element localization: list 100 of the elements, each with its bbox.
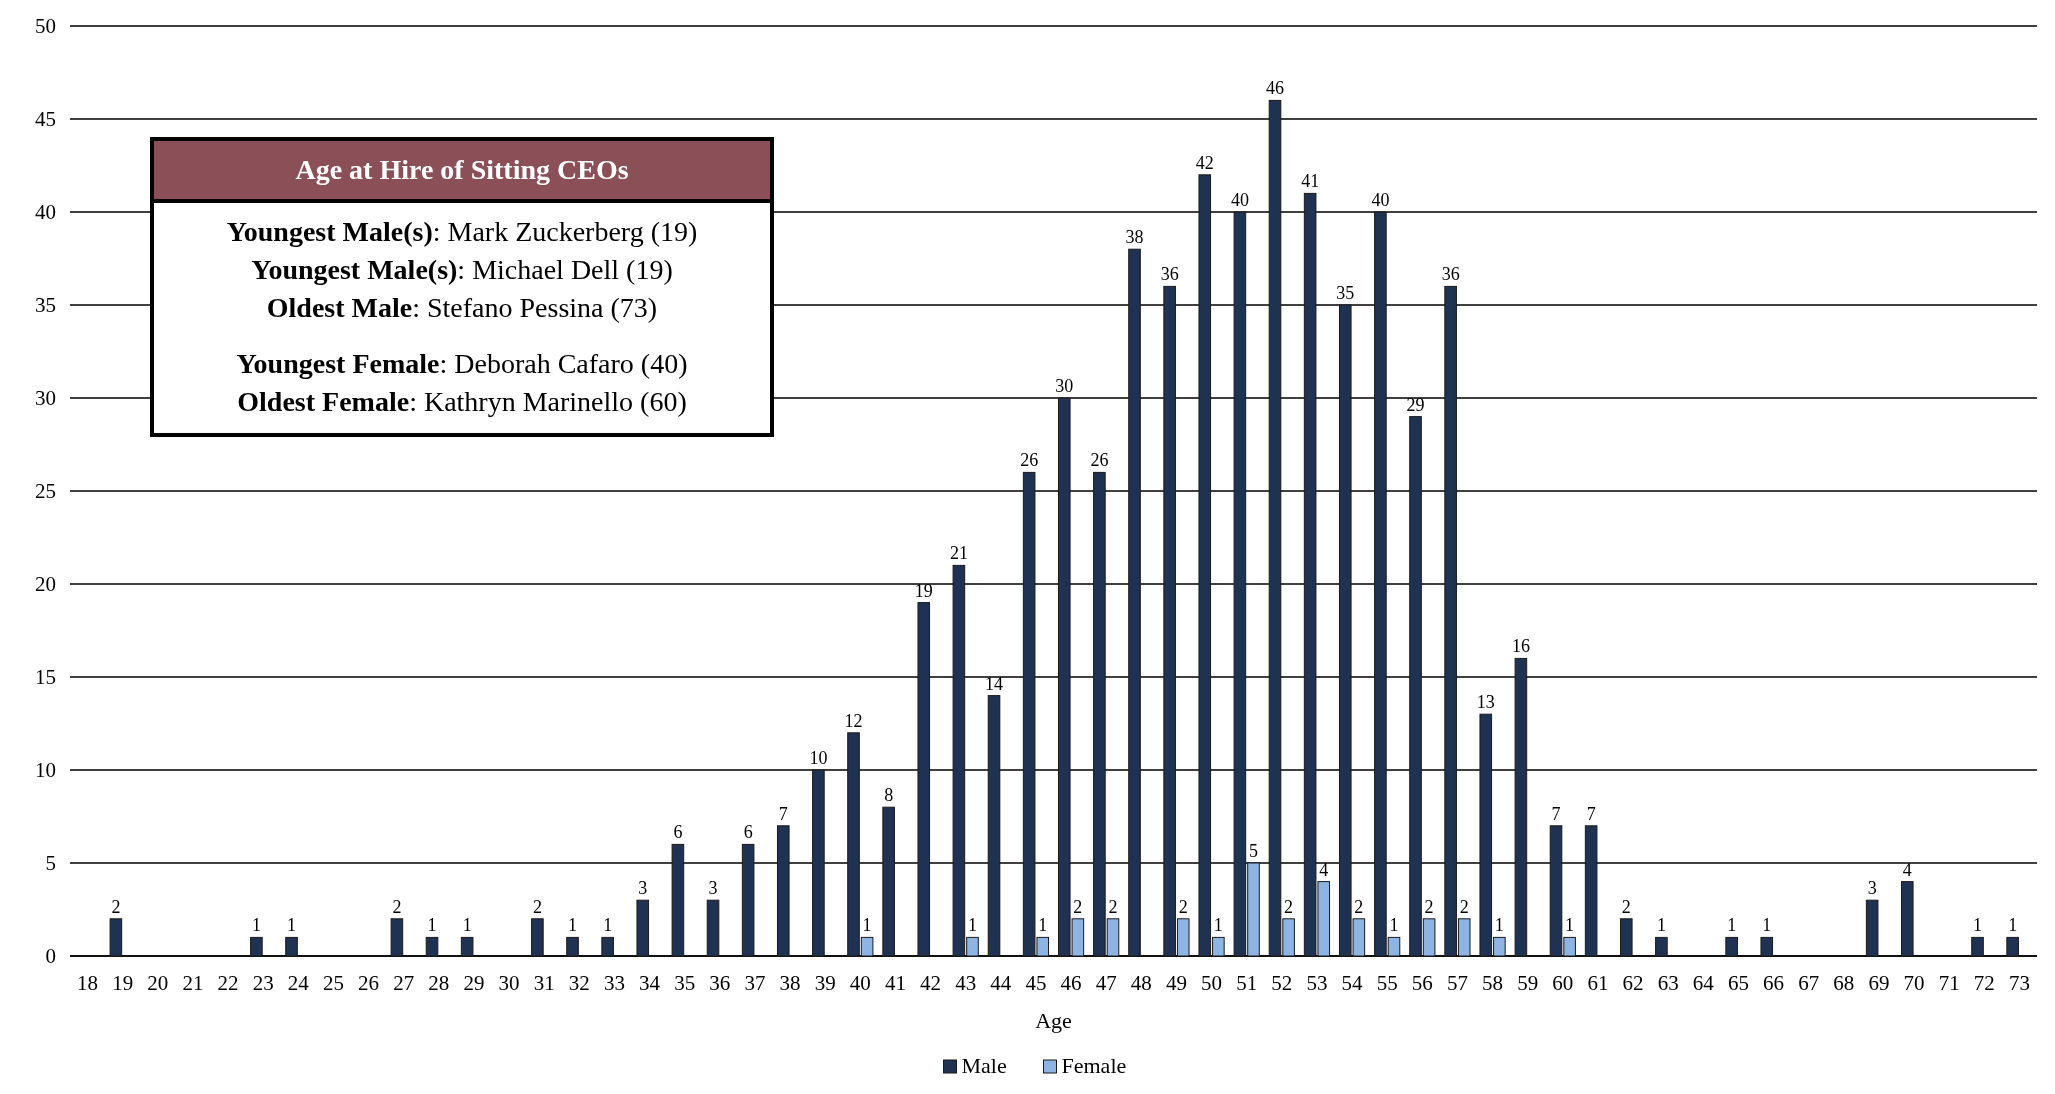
bar [671,843,685,957]
x-tick-label: 37 [744,971,766,995]
x-tick-label: 54 [1341,971,1364,995]
data-label: 1 [1973,915,1983,936]
data-label: 2 [1108,896,1118,917]
x-tick-label: 26 [358,971,380,995]
x-tick-label: 55 [1376,971,1398,995]
data-label: 1 [1656,915,1666,936]
x-tick-label: 19 [112,971,134,995]
data-label: 6 [673,822,683,843]
x-tick-label: 52 [1271,971,1293,995]
x-tick-label: 60 [1552,971,1574,995]
x-tick-label: 46 [1060,971,1082,995]
data-label: 1 [287,915,297,936]
y-tick-label: 25 [35,479,56,504]
data-label: 14 [985,673,1004,694]
annotation: Oldest Male: Stefano Pessina (73) [266,292,658,323]
bar [1760,936,1774,957]
x-tick-label: 63 [1657,971,1679,995]
x-tick-label: 41 [884,971,906,995]
x-tick-label: 73 [2008,971,2030,995]
bar [250,936,263,957]
x-tick-label: 58 [1482,971,1504,995]
data-label: 6 [743,822,753,843]
x-tick-label: 49 [1165,971,1187,995]
data-label: 2 [392,896,402,917]
data-label: 29 [1406,394,1425,415]
data-label: 8 [884,785,894,806]
x-tick-label: 18 [77,971,99,995]
bar [636,899,650,957]
annotation: Youngest Male(s): Michael Dell (19) [251,254,673,285]
data-label: 41 [1301,171,1320,192]
data-label: 38 [1125,227,1144,248]
x-tick-label: 65 [1727,971,1749,995]
y-tick-label: 20 [35,572,56,597]
x-tick-label: 35 [674,971,696,995]
data-label: 35 [1336,283,1355,303]
data-label: 1 [1494,915,1504,936]
data-label: 36 [1160,264,1179,285]
bar [601,936,614,957]
x-tick-label: 53 [1306,971,1328,995]
data-label: 1 [1727,915,1737,936]
data-label: 1 [251,915,261,936]
x-tick-label: 36 [709,971,731,995]
text: Age at Hire of Sitting CEOs [295,154,629,185]
bar [1128,248,1141,957]
x-tick-label: 28 [428,971,450,995]
bar [987,695,1001,957]
bar [1900,881,1914,957]
x-tick-label: 33 [603,971,625,995]
y-tick-label: 45 [35,107,56,132]
data-label: 2 [1284,896,1294,917]
x-tick-label: 61 [1587,971,1609,995]
data-label: 40 [1230,190,1249,210]
y-tick-label: 15 [35,665,56,690]
data-label: 1 [862,915,872,936]
x-tick-label: 51 [1236,971,1258,995]
data-label: 1 [1762,915,1772,936]
legend-label: Male [961,1053,1007,1078]
x-tick-label: 31 [533,971,555,995]
bar [1725,936,1738,957]
bar [1865,899,1879,957]
x-tick-label: 72 [1973,971,1995,995]
bar [390,918,404,957]
bar [285,936,298,957]
x-tick-label: 50 [1201,971,1223,995]
data-label: 2 [532,896,542,917]
bar [1514,657,1528,957]
bar [460,936,474,957]
bar [882,806,895,957]
x-tick-label: 22 [217,971,239,995]
data-label: 13 [1476,692,1495,713]
data-label: 2 [1178,896,1188,917]
x-tick-label: 40 [849,971,871,995]
data-label: 1 [603,915,613,936]
annotation: Oldest Female: Kathryn Marinello (60) [237,386,687,417]
bar [917,602,931,957]
x-tick-label: 23 [252,971,274,995]
x-tick-label: 39 [814,971,836,995]
data-label: 21 [949,543,968,564]
x-tick-label: 47 [1095,971,1117,995]
data-label: 2 [1621,896,1631,917]
data-label: 42 [1195,152,1214,173]
x-tick-label: 71 [1938,971,1960,995]
x-tick-label: 69 [1868,971,1890,995]
data-label: 1 [1389,915,1399,936]
data-label: 26 [1090,450,1109,471]
data-label: 1 [427,915,437,936]
x-tick-label: 30 [498,971,520,995]
data-label: 5 [1248,841,1258,861]
data-label: 1 [568,915,578,936]
data-label: 30 [1055,376,1074,396]
x-tick-label: 56 [1411,971,1433,995]
data-label: 3 [1867,878,1877,899]
bar [741,843,755,957]
data-label: 1 [1565,915,1575,936]
data-label: 46 [1266,78,1285,99]
y-tick-label: 10 [35,758,56,783]
x-tick-label: 62 [1622,971,1644,995]
data-label: 40 [1371,190,1390,210]
